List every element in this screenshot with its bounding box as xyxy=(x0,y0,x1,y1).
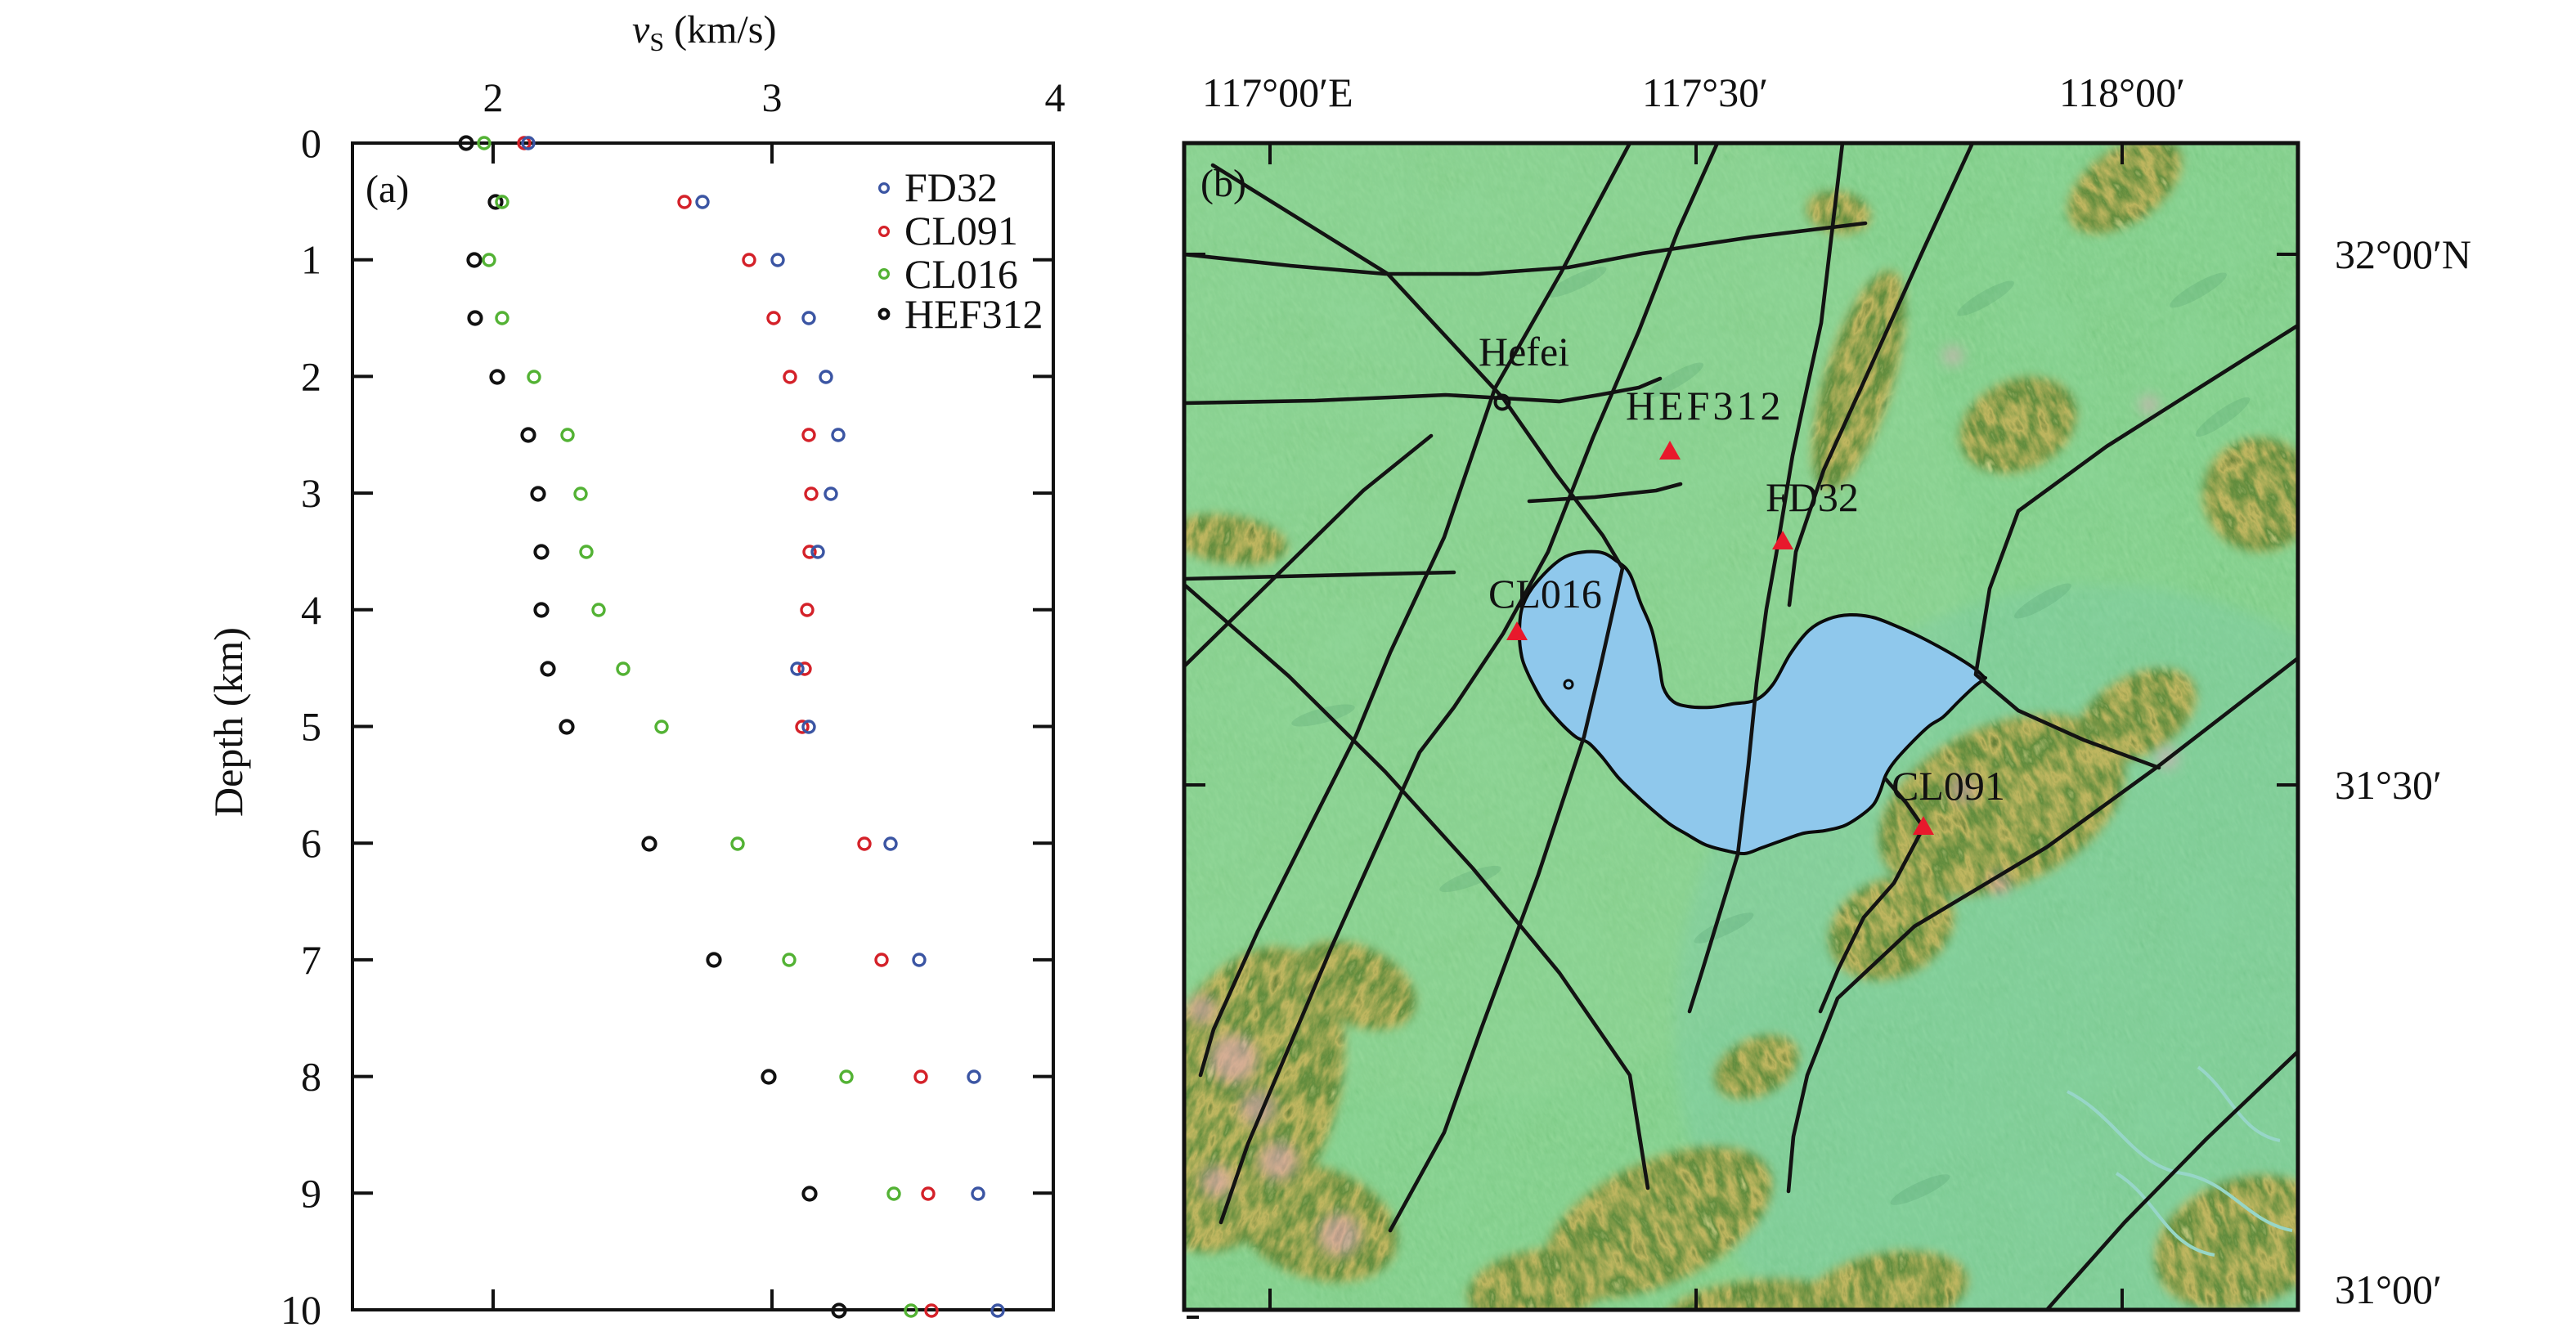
svg-text:CL016: CL016 xyxy=(904,251,1018,297)
svg-text:CL016: CL016 xyxy=(1488,571,1602,616)
svg-text:10: 10 xyxy=(280,1287,321,1333)
svg-text:31°30′: 31°30′ xyxy=(2335,762,2442,808)
svg-text:HEF312: HEF312 xyxy=(904,291,1043,337)
svg-text:vS (km/s): vS (km/s) xyxy=(632,8,776,56)
svg-text:3: 3 xyxy=(301,470,321,516)
svg-text:0: 0 xyxy=(301,120,321,166)
svg-text:8: 8 xyxy=(301,1054,321,1100)
svg-text:(b): (b) xyxy=(1200,162,1246,205)
svg-text:5: 5 xyxy=(301,704,321,750)
svg-text:117°30′: 117°30′ xyxy=(1642,69,1768,115)
svg-text:CL091: CL091 xyxy=(904,208,1018,253)
svg-text:6: 6 xyxy=(301,820,321,866)
svg-text:Hefei: Hefei xyxy=(1479,329,1569,374)
svg-text:31°00′: 31°00′ xyxy=(2335,1267,2442,1312)
svg-text:1: 1 xyxy=(301,237,321,283)
svg-text:117°00′E: 117°00′E xyxy=(1202,69,1353,115)
svg-text:2: 2 xyxy=(301,353,321,399)
svg-text:(a): (a) xyxy=(366,168,409,211)
svg-text:118°00′: 118°00′ xyxy=(2059,69,2185,115)
svg-text:9: 9 xyxy=(301,1170,321,1216)
svg-text:CL091: CL091 xyxy=(1892,763,2005,809)
svg-text:FD32: FD32 xyxy=(904,164,998,210)
svg-text:7: 7 xyxy=(301,937,321,983)
svg-text:32°00′N: 32°00′N xyxy=(2335,231,2471,277)
svg-text:2: 2 xyxy=(483,74,504,120)
svg-text:4: 4 xyxy=(301,587,321,633)
svg-text:FD32: FD32 xyxy=(1766,474,1859,520)
svg-text:3: 3 xyxy=(762,74,783,120)
svg-text:4: 4 xyxy=(1045,74,1066,120)
svg-text:Depth (km): Depth (km) xyxy=(205,627,251,817)
svg-text:HEF312: HEF312 xyxy=(1626,383,1784,428)
